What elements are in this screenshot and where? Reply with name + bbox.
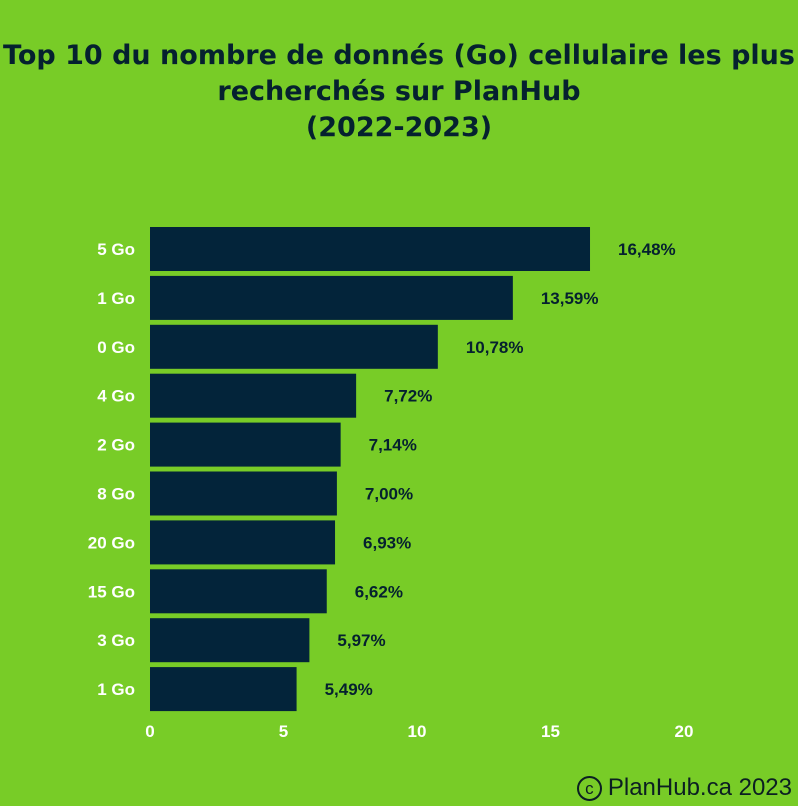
- category-label: 5 Go: [97, 240, 135, 259]
- chart-title-line-3: (2022-2023): [305, 112, 493, 143]
- bar: [150, 422, 341, 467]
- category-label: 0 Go: [97, 338, 135, 357]
- category-label: 8 Go: [97, 485, 135, 504]
- category-label: 1 Go: [97, 289, 135, 308]
- bar: [150, 667, 297, 712]
- data-label: 7,14%: [369, 436, 417, 455]
- data-label: 7,72%: [384, 387, 432, 406]
- data-label: 13,59%: [541, 289, 599, 308]
- category-label: 20 Go: [88, 533, 135, 552]
- chart-title: Top 10 du nombre de donnés (Go) cellulai…: [0, 38, 798, 146]
- bar: [150, 324, 438, 369]
- bar: [150, 520, 336, 565]
- bar: [150, 275, 513, 320]
- data-label: 6,93%: [363, 533, 411, 552]
- chart-title-line-2: recherchés sur PlanHub: [217, 76, 581, 107]
- data-label: 5,97%: [337, 631, 385, 650]
- bar: [150, 373, 357, 418]
- chart-title-line-1: Top 10 du nombre de donnés (Go) cellulai…: [3, 40, 795, 71]
- x-tick-label: 0: [145, 722, 154, 741]
- category-label: 1 Go: [97, 680, 135, 699]
- bar: [150, 471, 337, 516]
- bar: [150, 618, 310, 663]
- footer: c PlanHub.ca 2023: [576, 774, 792, 802]
- footer-text: PlanHub.ca 2023: [607, 774, 792, 801]
- data-label: 7,00%: [365, 485, 413, 504]
- x-tick-label: 20: [675, 722, 694, 741]
- x-tick-label: 5: [279, 722, 288, 741]
- data-label: 16,48%: [618, 240, 676, 259]
- category-label: 2 Go: [97, 436, 135, 455]
- bar: [150, 227, 591, 271]
- category-label: 3 Go: [97, 631, 135, 650]
- x-tick-label: 10: [408, 722, 427, 741]
- bar: [150, 569, 327, 614]
- data-label: 5,49%: [325, 680, 373, 699]
- category-label: 4 Go: [97, 387, 135, 406]
- data-label: 10,78%: [466, 338, 524, 357]
- category-label: 15 Go: [88, 582, 135, 601]
- x-tick-label: 15: [541, 722, 560, 741]
- copyright-icon: c: [576, 775, 602, 801]
- data-label: 6,62%: [355, 582, 403, 601]
